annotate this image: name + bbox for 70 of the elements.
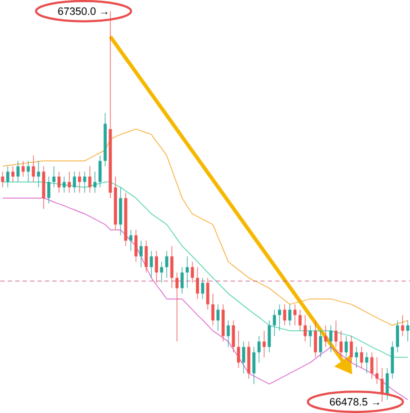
candlestick: [6, 166, 10, 188]
candlestick: [72, 171, 76, 194]
candlestick: [190, 261, 194, 284]
candlestick: [62, 176, 66, 194]
candlestick: [154, 250, 158, 284]
candlestick: [196, 266, 199, 300]
candlestick: [236, 330, 240, 368]
candlestick: [129, 230, 132, 252]
candlestick: [318, 330, 322, 358]
candlestick: [282, 304, 286, 326]
candlestick: [0, 171, 4, 188]
candlestick: [170, 246, 174, 289]
candlestick: [93, 171, 96, 194]
candlestick: [200, 278, 204, 300]
candlestick: [272, 309, 276, 336]
candlestick: [365, 352, 368, 374]
candlestick: [400, 314, 404, 336]
candlestick: [324, 325, 328, 348]
candlestick: [150, 250, 153, 278]
candlestick: [57, 171, 60, 194]
candlestick: [334, 320, 338, 348]
candlestick: [278, 304, 281, 332]
candlestick: [186, 256, 189, 289]
candlestick: [344, 336, 348, 358]
candlestick: [262, 330, 266, 358]
annotation: 66478.5 →: [330, 398, 379, 406]
candlestick: [339, 330, 342, 358]
candlestick: [406, 320, 410, 342]
candlestick: [288, 304, 292, 326]
candlestick: [26, 160, 30, 182]
candlestick: [144, 240, 148, 273]
candlestick: [11, 166, 14, 182]
candlestick: [308, 325, 312, 348]
candlestick: [386, 368, 389, 400]
candlestick: [88, 166, 92, 194]
candlestick: [226, 320, 230, 348]
candlestick: [32, 155, 35, 182]
candlestick: [160, 261, 163, 284]
candlestick: [165, 250, 168, 278]
candlestick: [216, 304, 220, 332]
candlestick: [68, 171, 71, 194]
candlestick: [360, 346, 363, 368]
candlestick: [180, 266, 184, 294]
candlestick: [206, 278, 210, 310]
candlestick: [329, 325, 332, 353]
candlestick: [47, 176, 50, 204]
candlestick: [242, 341, 246, 374]
candlestick: [36, 160, 40, 188]
candlestick: [139, 240, 142, 268]
candlestick: [211, 293, 214, 326]
candlestick: [21, 160, 24, 177]
candlestick: [52, 166, 56, 188]
candlestick: [314, 320, 317, 358]
annotation: 67350.0 →: [58, 7, 108, 15]
candlestick: [232, 320, 235, 353]
candlestick: [298, 309, 302, 332]
candlestick: [257, 336, 260, 363]
candlestick: [16, 160, 20, 182]
candlestick: [252, 346, 256, 384]
candlestick: [98, 155, 102, 188]
candlestick: [303, 314, 307, 342]
candlestick: [134, 230, 138, 262]
candlestick: [268, 320, 271, 353]
candlestick: [370, 352, 374, 380]
candlestick: [396, 320, 399, 353]
candlestick: [375, 356, 378, 384]
candlestick: [78, 171, 81, 194]
candlestick: [82, 171, 86, 194]
candlestick: [350, 336, 353, 363]
candlestick: [293, 304, 296, 326]
